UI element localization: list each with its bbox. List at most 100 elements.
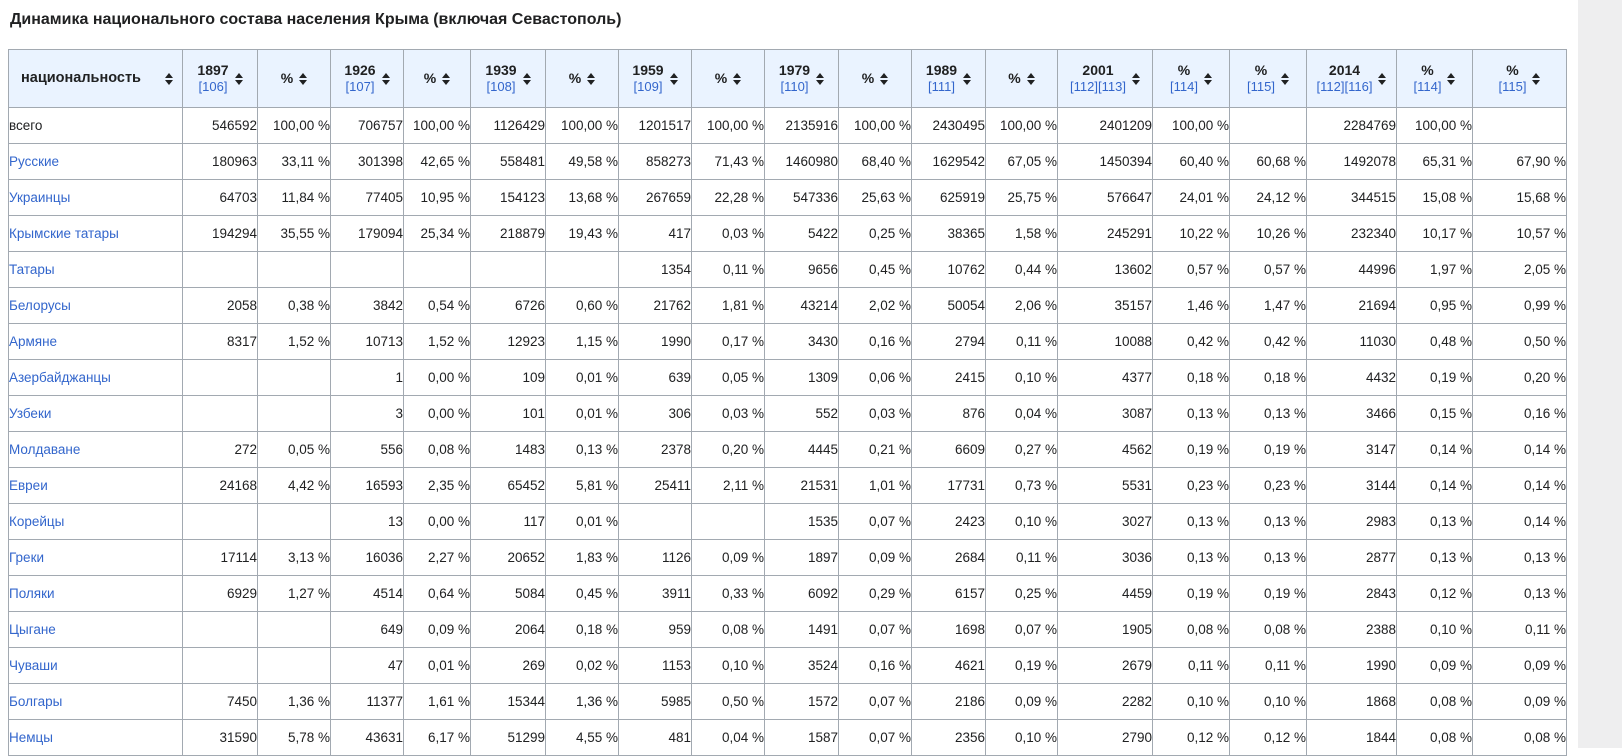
value-cell: 0,11 % <box>985 539 1058 576</box>
value-cell: 1,97 % <box>1396 251 1473 288</box>
table-row: всего 546592 100,00 % 706757 100,00 % 1126429… <box>8 107 1567 144</box>
table-row: Армяне 8317 1,52 % 10713 1,52 % 12923 1,15 % 19… <box>8 323 1567 360</box>
value-cell: 2356 <box>911 719 986 756</box>
column-header-percent-12[interactable]: % <box>985 49 1058 108</box>
column-header-percent-4[interactable]: % <box>403 49 471 108</box>
nationality-link[interactable]: Немцы <box>9 730 53 745</box>
nationality-link[interactable]: Русские <box>9 154 60 169</box>
value-cell: 0,18 % <box>1229 359 1307 396</box>
header-row: национальность 1897 [106]% 1926 [107]% 1939 [1… <box>8 49 1567 108</box>
column-header-2001[interactable]: 2001 [112][113] <box>1057 49 1153 108</box>
value-cell: 0,11 % <box>1152 647 1230 684</box>
nationality-link[interactable]: Корейцы <box>9 514 65 529</box>
value-cell: 6157 <box>911 575 986 612</box>
nationality-link[interactable]: Евреи <box>9 478 48 493</box>
value-cell: 3147 <box>1306 431 1397 468</box>
value-cell: 16593 <box>330 467 404 504</box>
reference-link[interactable]: [112][116] <box>1316 79 1373 95</box>
value-cell: 232340 <box>1306 215 1397 252</box>
reference-link[interactable]: [114] <box>1413 79 1442 95</box>
nationality-link[interactable]: Азербайджанцы <box>9 370 111 385</box>
nationality-link[interactable]: Узбеки <box>9 406 52 421</box>
column-header-1939[interactable]: 1939 [108] <box>470 49 546 108</box>
value-cell: 4459 <box>1057 575 1153 612</box>
value-cell: 1450394 <box>1057 143 1153 180</box>
column-header-2014[interactable]: 2014 [112][116] <box>1306 49 1397 108</box>
value-cell: 64703 <box>182 179 258 216</box>
column-header-percent-14[interactable]: % [114] <box>1152 49 1230 108</box>
nationality-link[interactable]: Молдаване <box>9 442 81 457</box>
reference-link[interactable]: [107] <box>345 79 375 95</box>
reference-link[interactable]: [108] <box>486 79 516 95</box>
nationality-link[interactable]: Белорусы <box>9 298 71 313</box>
value-cell: 24168 <box>182 467 258 504</box>
column-label: 1979 <box>778 61 811 78</box>
value-cell: 60,68 % <box>1229 143 1307 180</box>
column-header-percent-2[interactable]: % <box>257 49 331 108</box>
value-cell <box>330 251 404 288</box>
value-cell: 576647 <box>1057 179 1153 216</box>
column-header-1979[interactable]: 1979 [110] <box>764 49 839 108</box>
value-cell: 179094 <box>330 215 404 252</box>
column-label: % <box>861 70 875 87</box>
value-cell: 0,00 % <box>403 503 471 540</box>
nationality-cell: Немцы <box>8 719 183 756</box>
value-cell: 21762 <box>618 287 692 324</box>
value-cell: 1535 <box>764 503 839 540</box>
value-cell: 267659 <box>618 179 692 216</box>
value-cell: 25,34 % <box>403 215 471 252</box>
column-label: % <box>280 70 294 87</box>
nationality-cell: Болгары <box>8 683 183 720</box>
reference-link[interactable]: [111] <box>928 79 955 95</box>
nationality-link[interactable]: Чуваши <box>9 658 58 673</box>
value-cell: 4,42 % <box>257 467 331 504</box>
reference-link[interactable]: [109] <box>633 79 663 95</box>
nationality-link[interactable]: Украинцы <box>9 190 71 205</box>
value-cell: 0,38 % <box>257 287 331 324</box>
sort-icon <box>165 72 173 85</box>
reference-link[interactable]: [115] <box>1498 79 1527 95</box>
sort-icon <box>1280 72 1289 85</box>
nationality-link[interactable]: Татары <box>9 262 55 277</box>
column-header-1897[interactable]: 1897 [106] <box>182 49 258 108</box>
value-cell: 65452 <box>470 467 546 504</box>
column-header-percent-15[interactable]: % [115] <box>1229 49 1307 108</box>
value-cell: 1,46 % <box>1152 287 1230 324</box>
value-cell: 100,00 % <box>403 107 471 144</box>
column-header-1926[interactable]: 1926 [107] <box>330 49 404 108</box>
value-cell: 0,23 % <box>1229 467 1307 504</box>
column-header-percent-17[interactable]: % [114] <box>1396 49 1473 108</box>
nationality-link[interactable]: Болгары <box>9 694 63 709</box>
reference-link[interactable]: [110] <box>780 79 809 95</box>
value-cell <box>470 251 546 288</box>
value-cell <box>691 503 765 540</box>
reference-link[interactable]: [106] <box>198 79 228 95</box>
value-cell: 11377 <box>330 683 404 720</box>
column-label: % <box>423 70 437 87</box>
column-header-1959[interactable]: 1959 [109] <box>618 49 692 108</box>
value-cell: 1,52 % <box>257 323 331 360</box>
column-header-percent-10[interactable]: % <box>838 49 912 108</box>
value-cell: 43631 <box>330 719 404 756</box>
value-cell: 100,00 % <box>257 107 331 144</box>
value-cell: 20652 <box>470 539 546 576</box>
value-cell: 2388 <box>1306 611 1397 648</box>
column-header-percent-6[interactable]: % <box>545 49 619 108</box>
reference-link[interactable]: [112][113] <box>1070 79 1126 95</box>
nationality-link[interactable]: Греки <box>9 550 45 565</box>
value-cell: 2064 <box>470 611 546 648</box>
value-cell: 3911 <box>618 575 692 612</box>
nationality-link[interactable]: Поляки <box>9 586 55 601</box>
value-cell: 2843 <box>1306 575 1397 612</box>
column-header-percent-18[interactable]: % [115] <box>1472 49 1567 108</box>
reference-link[interactable]: [114] <box>1170 79 1198 95</box>
column-header-percent-8[interactable]: % <box>691 49 765 108</box>
nationality-link[interactable]: Крымские татары <box>9 226 119 241</box>
value-cell: 0,14 % <box>1472 503 1567 540</box>
column-header-1989[interactable]: 1989 [111] <box>911 49 986 108</box>
nationality-link[interactable]: Армяне <box>9 334 58 349</box>
value-cell: 0,14 % <box>1472 467 1567 504</box>
column-header-nationality[interactable]: национальность <box>8 49 183 108</box>
reference-link[interactable]: [115] <box>1247 79 1275 95</box>
nationality-link[interactable]: Цыгане <box>9 622 56 637</box>
